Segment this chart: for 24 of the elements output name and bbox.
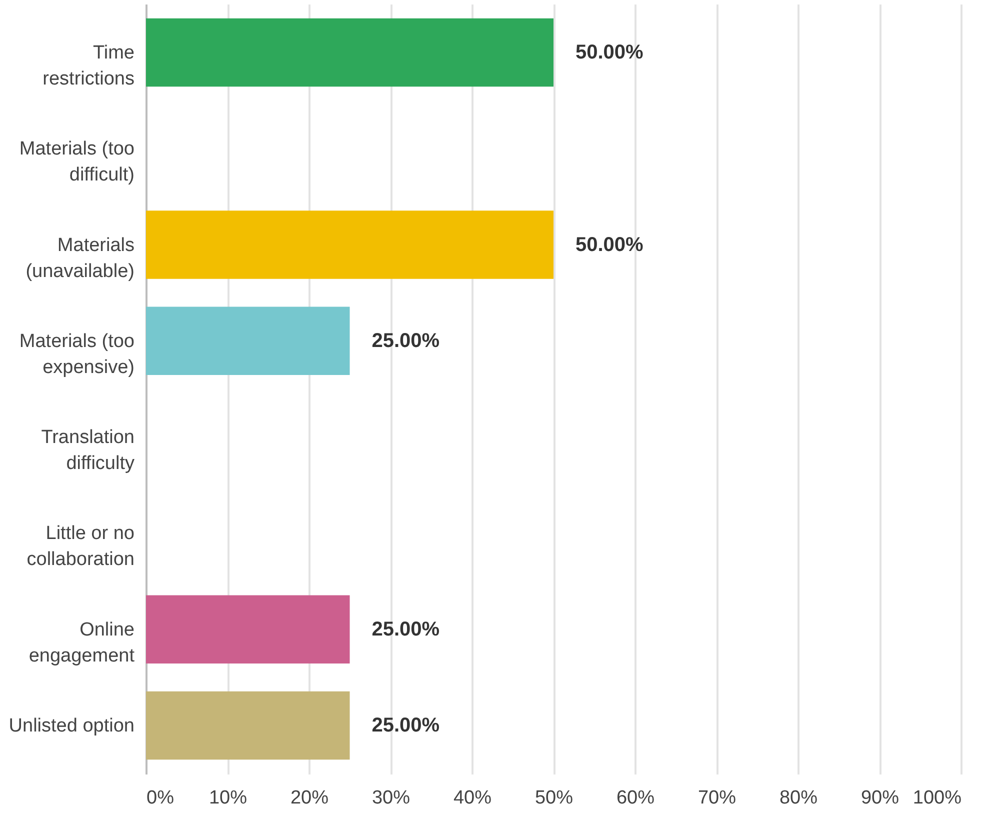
x-tick-label: 100% (912, 788, 962, 808)
x-tick-label: 90% (860, 788, 900, 808)
data-label: 25.00% (372, 714, 440, 736)
data-label: 50.00% (576, 42, 644, 64)
y-tick-label: Materials (unavailable) (26, 234, 134, 282)
x-tick-label: 80% (779, 788, 818, 808)
x-tick-label: 70% (698, 788, 736, 808)
data-label: 25.00% (372, 618, 440, 640)
data-label: 25.00% (372, 330, 440, 352)
y-tick-label: Little or no collaboration (26, 523, 134, 570)
y-tick-label: Online engagement (28, 619, 136, 666)
y-tick-label: Materials (too expensive) (19, 330, 134, 378)
data-label: 50.00% (576, 234, 644, 256)
x-tick-label: 30% (372, 788, 410, 808)
x-tick-label: 10% (208, 788, 248, 808)
x-tick-label: 0% (146, 788, 174, 808)
x-tick-label: 20% (290, 788, 329, 808)
y-tick-label: Translation difficulty (41, 427, 135, 474)
y-tick-label: Time restrictions (42, 42, 134, 90)
x-tick-label: 40% (453, 788, 492, 808)
x-tick-label: 60% (616, 788, 655, 808)
y-tick-label: Materials (too difficult) (19, 138, 134, 186)
y-tick-label: Unlisted option (8, 715, 134, 736)
x-tick-label: 50% (534, 788, 574, 808)
